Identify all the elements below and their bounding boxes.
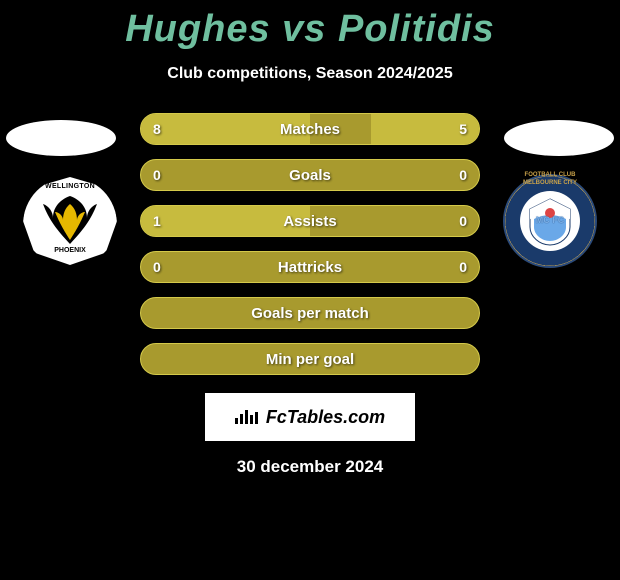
wellington-phoenix-shield: WELLINGTON PHOENIX [23,177,117,265]
stat-label: Hattricks [278,259,342,276]
stat-row: 0 0 Goals [140,159,480,191]
team-crest-right: MELBOURNE CITY MC FC FOOTBALL CLUB [500,176,600,266]
stat-row: 0 0 Hattricks [140,251,480,283]
date-text: 30 december 2024 [0,457,620,477]
crest-bottom-text: PHOENIX [54,247,86,254]
brand-bar [235,418,238,424]
player-photo-placeholder-left [6,120,116,156]
player-photo-placeholder-right [504,120,614,156]
brand-bar [240,414,243,424]
stat-row: 8 5 Matches [140,113,480,145]
stat-label: Goals per match [251,305,369,322]
stat-label: Min per goal [266,351,354,368]
stat-value-left: 8 [153,121,161,137]
team-crest-left: WELLINGTON PHOENIX [20,176,120,266]
stat-value-right: 0 [459,167,467,183]
stat-value-left: 0 [153,167,161,183]
stat-label: Goals [289,167,331,184]
page-title: Hughes vs Politidis [0,0,620,51]
brand-bar [245,410,248,424]
stat-label: Matches [280,121,340,138]
stat-row: 1 0 Assists [140,205,480,237]
stat-value-left: 0 [153,259,161,275]
stat-value-left: 1 [153,213,161,229]
badge-center-text: MC FC [536,215,565,225]
crest-top-text: WELLINGTON [45,183,95,190]
stat-row: Goals per match [140,297,480,329]
stat-value-right: 0 [459,213,467,229]
brand-bars-icon [235,410,258,424]
stat-value-right: 0 [459,259,467,275]
brand-box: FcTables.com [205,393,415,441]
subtitle: Club competitions, Season 2024/2025 [0,65,620,83]
melbourne-city-badge: MELBOURNE CITY MC FC FOOTBALL CLUB [503,174,597,268]
brand-bar [250,415,253,424]
stat-label: Assists [283,213,336,230]
brand-bar [255,412,258,424]
stat-row: Min per goal [140,343,480,375]
stat-value-right: 5 [459,121,467,137]
brand-text: FcTables.com [266,407,385,428]
phoenix-icon [39,192,101,246]
